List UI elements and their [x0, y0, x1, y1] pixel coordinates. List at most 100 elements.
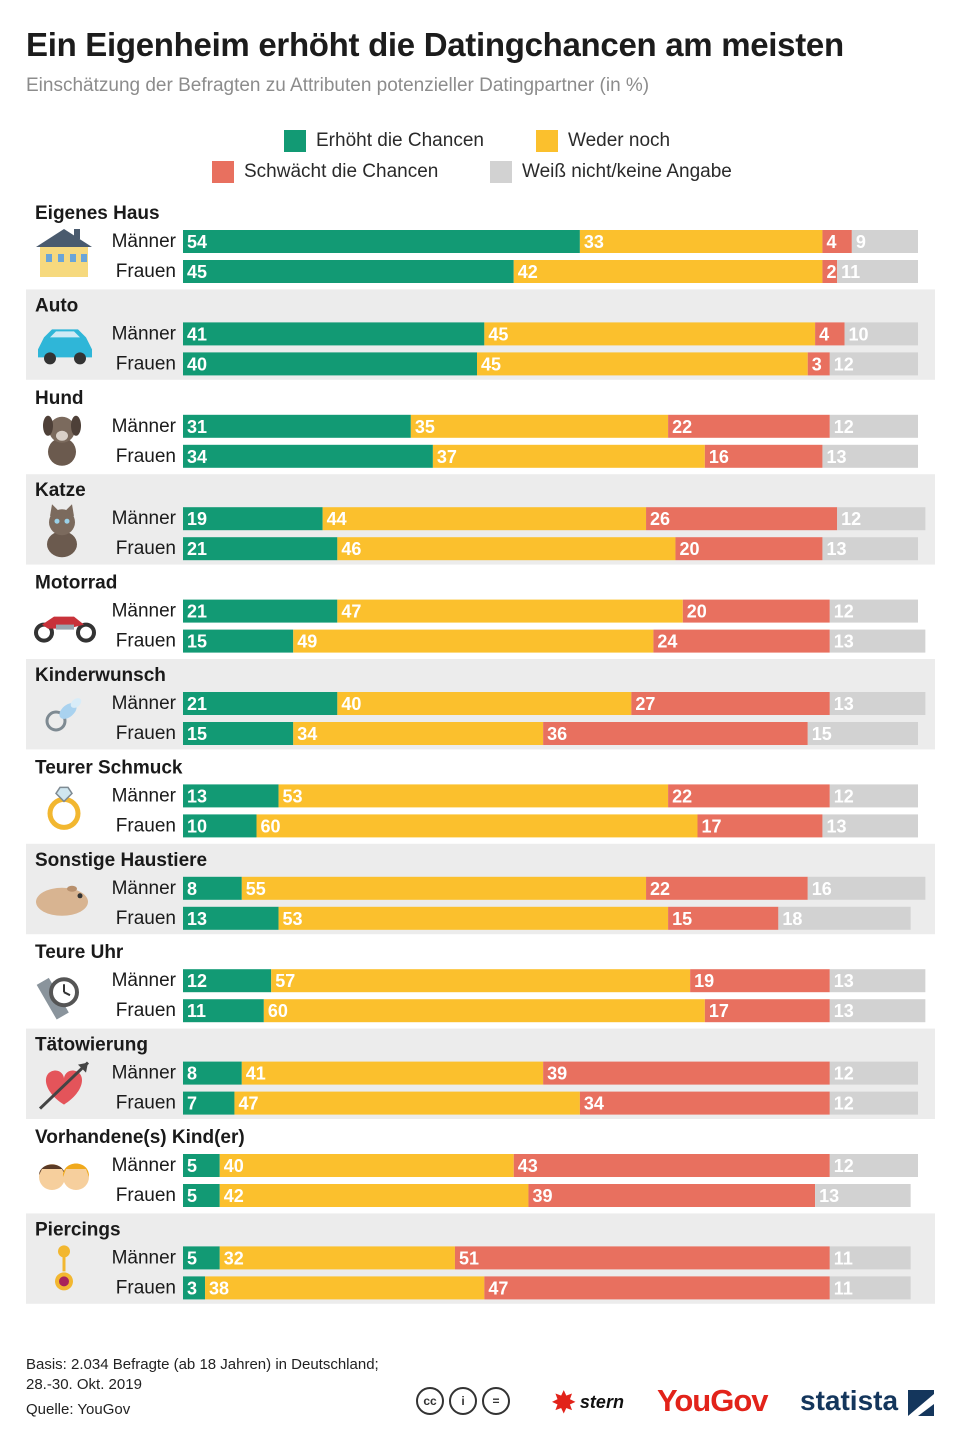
bar-segment-unknown — [837, 507, 926, 531]
category-label: Sonstige Haustiere — [35, 850, 207, 871]
bar-value-label: 11 — [841, 262, 860, 282]
bar-value-label: 27 — [635, 694, 655, 714]
bar-value-label: 47 — [488, 1278, 508, 1298]
bar-value-label: 4 — [826, 232, 836, 252]
guinea-pig-eye — [77, 893, 83, 899]
bar-segment-weaken — [822, 230, 852, 253]
bar-segment-increase — [183, 1246, 220, 1270]
legend-label-weaken: Schwächt die Chancen — [244, 161, 439, 182]
pacifier-ring — [45, 710, 67, 732]
bar-segment-neither — [234, 1091, 580, 1115]
bar-value-label: 11 — [187, 1001, 206, 1021]
legend-label-unknown: Weiß nicht/keine Angabe — [522, 161, 732, 182]
bar-segment-neither — [322, 507, 647, 531]
bar-segment-unknown — [829, 1091, 918, 1115]
cat-eye-right — [64, 518, 70, 524]
cc-attribution-icon: i — [449, 1387, 477, 1415]
bar-segment-neither — [432, 444, 705, 468]
legend-label-neither: Weder noch — [568, 130, 671, 151]
bar-segment-unknown — [822, 814, 918, 838]
cat-head — [49, 509, 75, 536]
category-label: Teure Uhr — [35, 942, 124, 963]
house-window-0 — [46, 254, 52, 262]
row-label: Frauen — [116, 723, 176, 744]
legend-label-increase: Erhöht die Chancen — [316, 130, 484, 151]
bar-value-label: 34 — [584, 1094, 604, 1114]
bar-segment-neither — [293, 629, 654, 653]
bar-value-label: 8 — [187, 879, 197, 899]
bar-segment-weaken — [668, 414, 830, 438]
dog-icon — [43, 415, 81, 466]
bar-segment-increase — [183, 1061, 242, 1085]
bar-value-label: 41 — [246, 1064, 266, 1084]
chart-subtitle: Einschätzung der Befragten zu Attributen… — [26, 75, 650, 96]
bar-segment-neither — [278, 906, 669, 930]
cat-ear-right — [65, 504, 74, 517]
legend-swatch-neither — [536, 130, 558, 152]
bar-value-label: 12 — [834, 1094, 854, 1114]
guinea-pig-ear — [67, 885, 77, 892]
bar-segment-weaken — [690, 969, 830, 993]
bar-segment-weaken — [543, 722, 808, 745]
heart-arrow-icon — [38, 1061, 90, 1110]
house-roof — [36, 229, 92, 247]
piercing-bar — [62, 1255, 66, 1272]
row-label: Männer — [112, 1063, 177, 1084]
bar-segment-weaken — [815, 322, 845, 346]
bar-segment-weaken — [704, 999, 830, 1023]
category-label: Teurer Schmuck — [35, 757, 183, 778]
bar-segment-increase — [183, 1184, 220, 1207]
bar-segment-weaken — [653, 629, 830, 653]
bar-segment-neither — [337, 599, 683, 623]
bar-segment-increase — [183, 260, 514, 283]
bar-value-label: 9 — [856, 232, 866, 252]
footer-basis-line1: Basis: 2.034 Befragte (ab 18 Jahren) in … — [26, 1356, 379, 1373]
ring-icon — [47, 786, 81, 830]
bar-value-label: 40 — [224, 1156, 244, 1176]
bar-value-label: 12 — [834, 1064, 854, 1084]
bar-segment-increase — [183, 599, 338, 623]
bar-value-label: 13 — [187, 909, 207, 929]
bar-value-label: 20 — [687, 602, 707, 622]
bar-value-label: 43 — [518, 1156, 538, 1176]
bar-segment-increase — [183, 1276, 206, 1300]
category-label: Tätowierung — [35, 1035, 148, 1056]
bar-value-label: 12 — [834, 602, 854, 622]
bar-segment-weaken — [646, 507, 838, 531]
bar-segment-unknown — [837, 260, 918, 283]
children-icon — [39, 1163, 90, 1190]
row-label: Männer — [112, 508, 177, 529]
bar-value-label: 13 — [826, 539, 846, 559]
bar-segment-neither — [278, 784, 669, 808]
bar-value-label: 16 — [709, 447, 729, 467]
tattoo-arrow-head — [78, 1062, 88, 1073]
pacifier-nipple — [70, 698, 82, 708]
legend-swatch-weaken — [212, 161, 234, 183]
bar-value-label: 13 — [826, 816, 846, 836]
row-label: Frauen — [116, 815, 176, 836]
car-window — [50, 331, 80, 338]
bar-segment-unknown — [851, 230, 918, 253]
bar-segment-unknown — [829, 999, 926, 1023]
category-label: Vorhandene(s) Kind(er) — [35, 1127, 245, 1148]
piercing-top-ball — [58, 1245, 70, 1258]
cat-ear-left — [50, 504, 59, 517]
house-window-3 — [81, 254, 87, 262]
bar-value-label: 39 — [547, 1064, 567, 1084]
bar-value-label: 22 — [672, 417, 692, 437]
stern-logo: ✸ stern — [552, 1386, 624, 1419]
row-label: Frauen — [116, 908, 176, 929]
bar-value-label: 15 — [187, 724, 207, 744]
moto-wheel-front — [76, 622, 96, 643]
bar-segment-neither — [219, 1246, 455, 1270]
bar-segment-neither — [263, 999, 705, 1023]
bar-value-label: 53 — [283, 909, 303, 929]
child-face-left — [39, 1164, 65, 1190]
bar-value-label: 49 — [297, 632, 317, 652]
guinea-pig-icon — [36, 885, 88, 916]
category-label: Eigenes Haus — [35, 203, 160, 224]
bar-value-label: 22 — [650, 879, 670, 899]
bar-value-label: 13 — [187, 786, 207, 806]
row-label: Männer — [112, 323, 177, 344]
yougov-logo: YouGov — [657, 1383, 769, 1418]
